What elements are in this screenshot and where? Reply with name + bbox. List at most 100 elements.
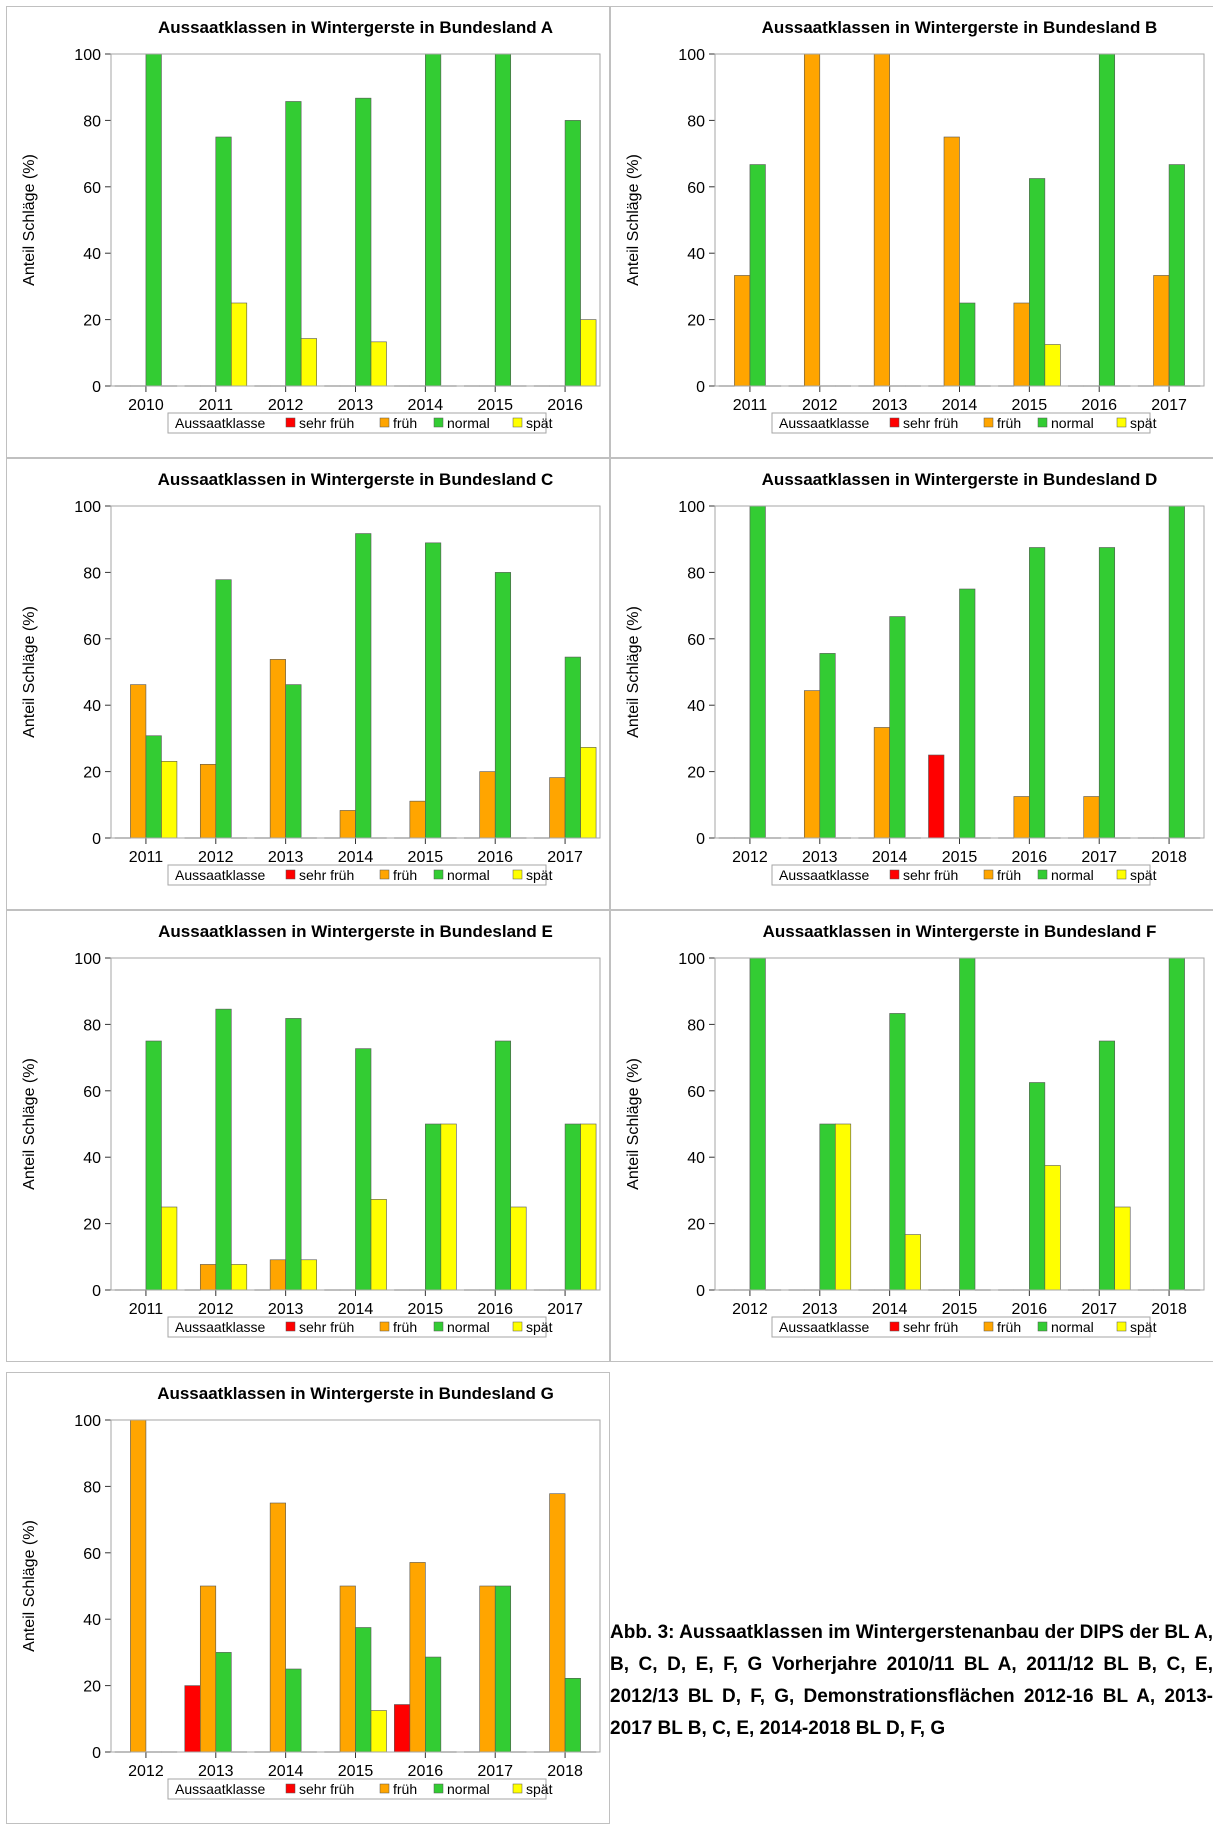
y-tick-label: 40 [83, 246, 101, 263]
y-tick-label: 0 [696, 831, 705, 848]
legend-box [167, 1778, 547, 1800]
x-tick-label: 2012 [268, 397, 304, 414]
bar-normal-2014 [889, 616, 906, 839]
legend-label-spät: spät [1130, 867, 1157, 883]
bar-früh-2011 [130, 684, 147, 839]
x-tick-label: 2016 [1081, 397, 1117, 414]
bar-spät-2013 [834, 1123, 852, 1291]
bar-früh-2017 [1153, 275, 1170, 387]
y-tick-label: 20 [83, 1679, 101, 1696]
x-tick-label: 2017 [547, 1301, 583, 1318]
bar-spät-2012 [230, 1264, 248, 1291]
legend-swatch-spät [512, 1321, 523, 1332]
bar-früh-2015 [339, 1585, 356, 1753]
x-tick-label: 2016 [1012, 849, 1048, 866]
x-tick-label: 2016 [477, 849, 513, 866]
bar-spät-2015 [370, 1710, 387, 1753]
legend-swatch-früh [379, 869, 390, 880]
bar-früh-2016 [1013, 796, 1030, 839]
x-tick-label: 2013 [198, 1763, 234, 1780]
bar-früh-2011 [734, 275, 751, 387]
legend-swatch-früh [983, 869, 994, 880]
bar-normal-2015 [1029, 178, 1046, 387]
bar-spät-2013 [300, 1259, 317, 1291]
chart-title: Aussaatklassen in Wintergerste in Bundes… [762, 18, 1158, 37]
x-tick-label: 2013 [802, 1301, 838, 1318]
bar-spät-2012 [300, 338, 317, 387]
bar-früh-2013 [873, 53, 890, 387]
legend-label-normal: normal [1051, 1319, 1094, 1335]
y-tick-label: 100 [678, 499, 705, 516]
bar-früh-2018 [549, 1493, 566, 1753]
bar-normal-2013 [285, 684, 302, 839]
bar-normal-2016 [564, 120, 581, 387]
legend-swatch-sehr-früh [285, 1321, 296, 1332]
bar-normal-2011 [145, 1040, 162, 1291]
y-tick-label: 20 [83, 765, 101, 782]
legend-label-früh: früh [393, 1781, 417, 1797]
plot-frame [110, 53, 601, 387]
y-tick-label: 0 [92, 1745, 101, 1762]
x-tick-label: 2012 [802, 397, 838, 414]
bar-normal-2010 [145, 53, 162, 387]
bar-normal-2014 [889, 1013, 906, 1291]
bar-normal-2013 [819, 653, 836, 839]
y-tick-label: 80 [83, 565, 101, 582]
bar-normal-2015 [425, 542, 442, 839]
bar-früh-2017 [479, 1585, 496, 1753]
x-tick-label: 2014 [338, 1301, 374, 1318]
legend-swatch-spät [1116, 869, 1127, 880]
legend-box [167, 412, 547, 434]
bar-spät-2015 [440, 1123, 457, 1291]
bar-normal-2018 [1168, 505, 1185, 839]
bar-früh-2013 [803, 690, 821, 839]
bar-früh-2013 [199, 1585, 217, 1753]
x-tick-label: 2018 [1151, 1301, 1187, 1318]
x-tick-label: 2012 [198, 1301, 234, 1318]
bar-normal-2016 [494, 1040, 512, 1291]
bar-normal-2015 [425, 1123, 442, 1291]
x-tick-label: 2012 [732, 1301, 768, 1318]
bar-früh-2016 [479, 771, 496, 839]
bar-spät-2016 [580, 319, 597, 387]
bar-normal-2014 [285, 1668, 302, 1753]
legend-label-früh: früh [393, 1319, 417, 1335]
bar-früh-2013 [269, 659, 286, 839]
legend-swatch-früh [379, 1321, 390, 1332]
y-tick-label: 40 [687, 1150, 705, 1167]
y-tick-label: 20 [687, 313, 705, 330]
legend-box [167, 1316, 547, 1338]
legend-swatch-früh [983, 1321, 994, 1332]
legend-label-früh: früh [997, 415, 1021, 431]
legend-label-früh: früh [393, 867, 417, 883]
chart-svg: Aussaatklassen in Wintergerste in Bundes… [610, 6, 1213, 458]
bar-spät-2011 [161, 761, 178, 839]
bar-früh-2013 [269, 1259, 286, 1291]
bar-normal-2016 [494, 572, 512, 839]
bar-spät-2013 [370, 341, 387, 387]
y-tick-label: 80 [83, 113, 101, 130]
legend-swatch-sehr-früh [285, 417, 296, 428]
bar-spät-2017 [580, 747, 597, 839]
legend-label-spät: spät [526, 1781, 553, 1797]
bar-spät-2014 [370, 1199, 387, 1291]
x-tick-label: 2014 [268, 1763, 304, 1780]
y-tick-label: 40 [83, 1150, 101, 1167]
x-tick-label: 2011 [733, 397, 768, 414]
chart-panel-e: Aussaatklassen in Wintergerste in Bundes… [6, 910, 610, 1362]
x-tick-label: 2015 [408, 1301, 444, 1318]
bar-normal-2015 [494, 53, 512, 387]
chart-svg: Aussaatklassen in Wintergerste in Bundes… [610, 458, 1213, 910]
bar-spät-2011 [230, 302, 248, 387]
y-axis-label: Anteil Schläge (%) [21, 606, 38, 738]
legend-label-früh: früh [997, 1319, 1021, 1335]
x-tick-label: 2018 [547, 1763, 583, 1780]
bar-normal-2017 [564, 1123, 581, 1291]
y-tick-label: 20 [687, 1217, 705, 1234]
bar-spät-2017 [1114, 1206, 1131, 1291]
legend-swatch-früh [983, 417, 994, 428]
legend-label-spät: spät [526, 415, 553, 431]
y-tick-label: 20 [687, 765, 705, 782]
x-tick-label: 2016 [408, 1763, 444, 1780]
legend-label-spät: spät [1130, 415, 1157, 431]
